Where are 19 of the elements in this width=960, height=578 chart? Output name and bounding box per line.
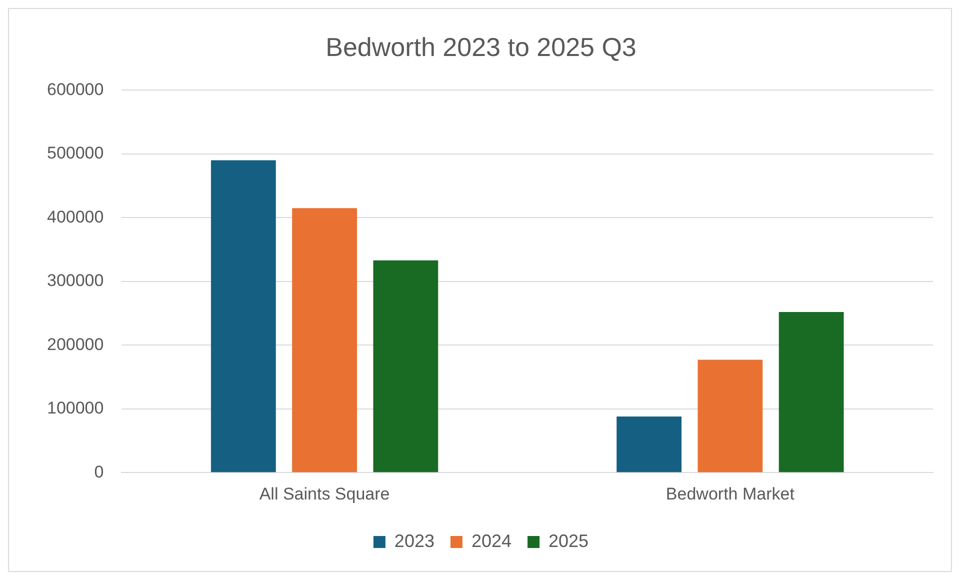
y-tick-label: 600000 — [46, 80, 104, 99]
y-tick-label: 400000 — [46, 207, 104, 226]
chart-title: Bedworth 2023 to 2025 Q3 — [326, 32, 636, 62]
bar — [778, 312, 844, 472]
y-tick-label: 0 — [94, 462, 104, 482]
x-tick-label: All Saints Square — [259, 484, 390, 504]
legend-label: 2023 — [394, 530, 434, 551]
legend-label: 2024 — [471, 530, 512, 551]
bar — [698, 360, 763, 472]
bar — [292, 208, 357, 472]
y-tick-label: 500000 — [46, 144, 104, 163]
bar — [210, 160, 276, 472]
bar — [616, 416, 682, 472]
x-tick-label: Bedworth Market — [666, 484, 795, 504]
legend-label: 2025 — [548, 530, 589, 551]
y-tick-label: 200000 — [46, 334, 104, 354]
bar — [373, 260, 438, 472]
y-tick-label: 300000 — [46, 271, 104, 290]
y-tick-label: 100000 — [46, 398, 104, 418]
